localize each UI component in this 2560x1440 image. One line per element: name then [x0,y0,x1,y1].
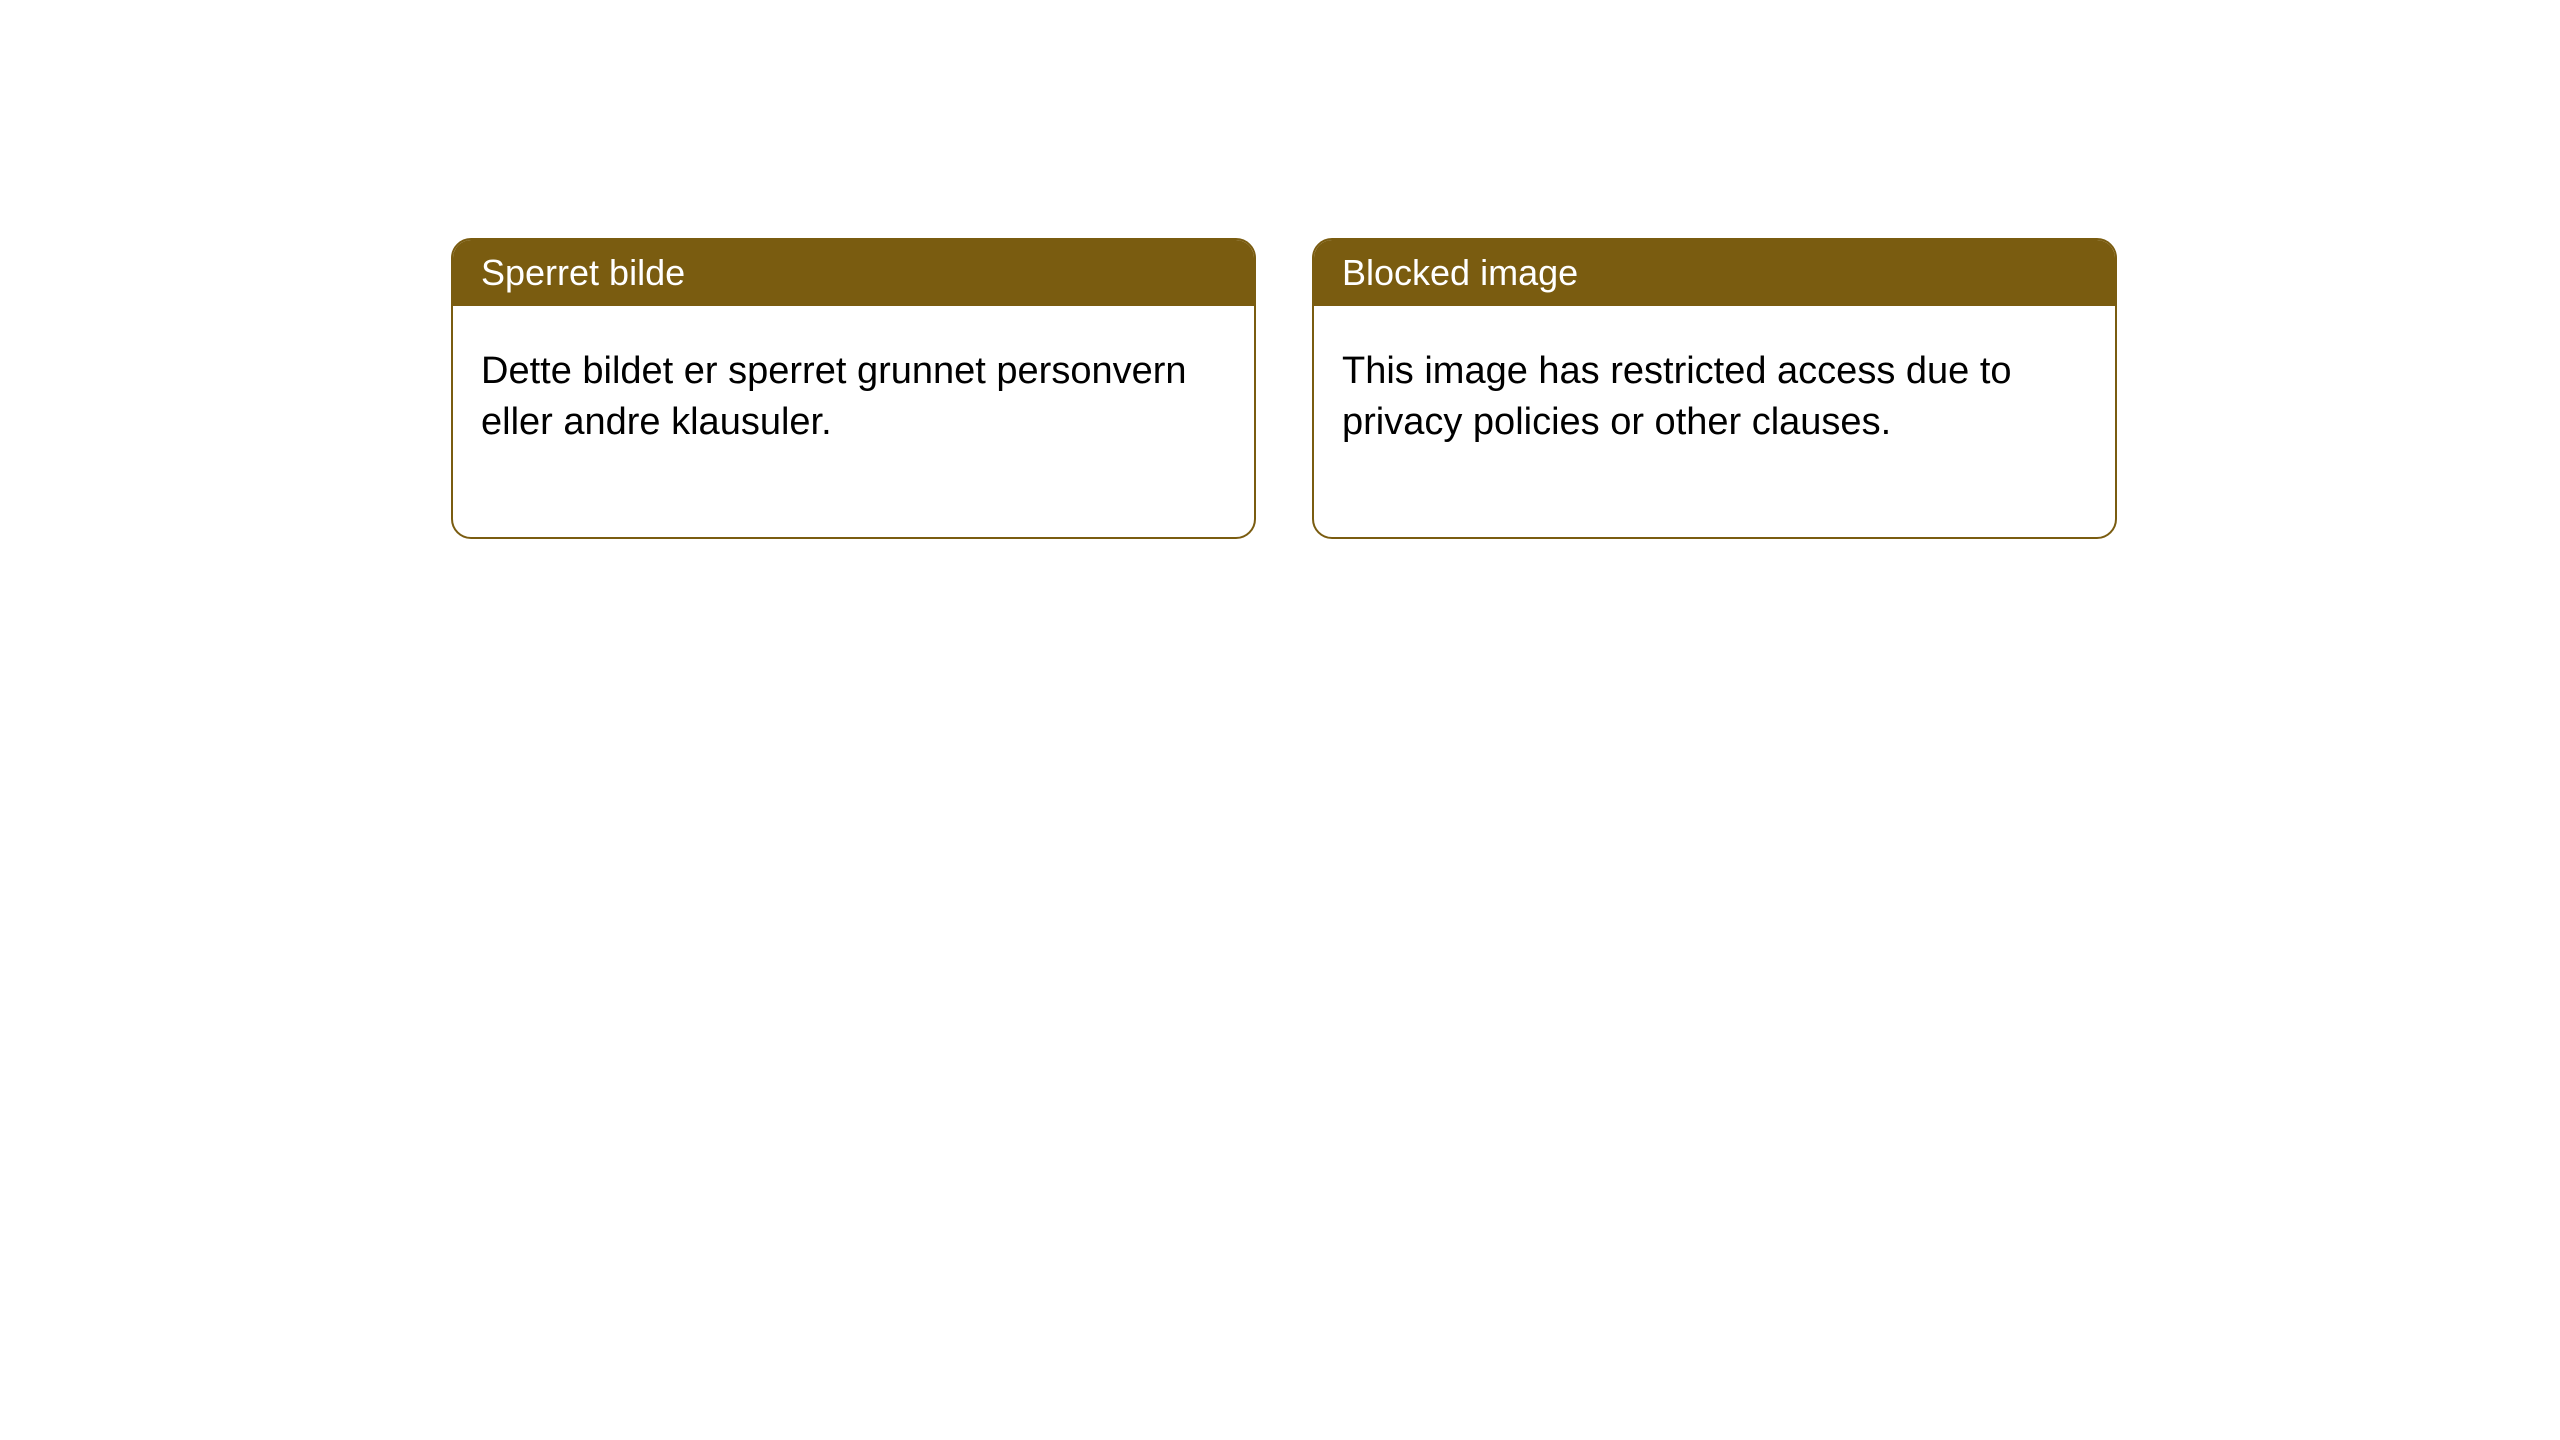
notice-container: Sperret bilde Dette bildet er sperret gr… [0,0,2560,539]
card-body-english: This image has restricted access due to … [1314,306,2115,537]
card-header-english: Blocked image [1314,240,2115,306]
blocked-notice-card-norwegian: Sperret bilde Dette bildet er sperret gr… [451,238,1256,539]
blocked-notice-card-english: Blocked image This image has restricted … [1312,238,2117,539]
card-body-norwegian: Dette bildet er sperret grunnet personve… [453,306,1254,537]
card-header-norwegian: Sperret bilde [453,240,1254,306]
